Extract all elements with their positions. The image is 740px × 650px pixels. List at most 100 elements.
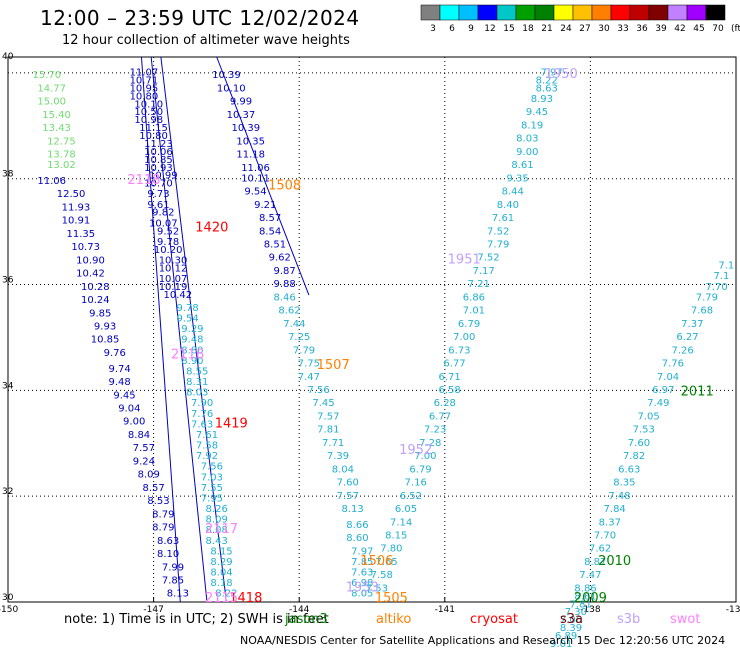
- wave-height-label: 6.27: [676, 332, 698, 343]
- legend-tick-label: 3: [430, 24, 436, 34]
- wave-height-label: 8.03: [186, 388, 208, 399]
- legend-swatch: [648, 4, 669, 21]
- wave-height-label: 8.19: [521, 120, 543, 131]
- wave-height-label: 7.84: [604, 504, 626, 515]
- wave-height-label: 7.79: [487, 239, 509, 250]
- wave-height-label: 7.49: [647, 398, 669, 409]
- wave-height-label: 9.73: [147, 189, 169, 200]
- wave-height-label: 11.07: [130, 68, 159, 79]
- wave-height-label: 7.63: [191, 419, 213, 430]
- pass-number: 1419: [215, 416, 248, 431]
- wave-height-label: 7.53: [633, 425, 655, 436]
- wave-height-label: 8.40: [497, 200, 519, 211]
- wave-height-label: 11.93: [62, 202, 91, 213]
- wave-height-label: 7.85: [162, 575, 184, 586]
- wave-height-label: 8.54: [259, 226, 281, 237]
- legend-swatch: [610, 4, 631, 21]
- wave-height-label: 9.82: [152, 208, 174, 219]
- wave-height-label: 14.77: [37, 83, 66, 94]
- pass-number: 1952: [399, 443, 432, 458]
- pass-number: 1506: [360, 554, 393, 569]
- wave-height-label: 7.45: [312, 398, 334, 409]
- wave-height-label: 10.93: [144, 163, 173, 174]
- wave-height-label: 7.52: [477, 253, 499, 264]
- wave-height-label: 11.06: [241, 163, 270, 174]
- wave-height-label: 6.58: [439, 385, 461, 396]
- wave-height-label: 10.70: [144, 179, 173, 190]
- wave-height-label: 8.22: [215, 589, 237, 600]
- wave-height-label: 9.00: [123, 417, 145, 428]
- wave-height-label: 13.02: [47, 160, 76, 171]
- legend-swatch: [591, 4, 612, 21]
- wave-height-label: 10.10: [217, 83, 246, 94]
- wave-height-label: 7.70: [705, 282, 727, 293]
- wave-height-label: 8.04: [332, 464, 354, 475]
- wave-height-label: 7.03: [201, 472, 223, 483]
- wave-height-label: 7.00: [453, 332, 475, 343]
- track-line: [150, 56, 208, 603]
- wave-height-label: 7.25: [288, 332, 310, 343]
- wave-height-label: 7.97: [540, 68, 562, 79]
- wave-height-label: 8.44: [502, 187, 524, 198]
- wave-height-label: 7.57: [337, 491, 359, 502]
- legend-swatch: [477, 4, 498, 21]
- satellite-jason3: jason3: [285, 612, 328, 627]
- wave-height-label: 7.56: [201, 462, 223, 473]
- wave-height-label: 8.80: [181, 345, 203, 356]
- pass-number: 2118: [127, 173, 160, 188]
- legend-tick-label: 12: [484, 24, 495, 34]
- wave-height-label: 12.50: [57, 189, 86, 200]
- wave-height-label: 9.29: [181, 324, 203, 335]
- wave-height-label: 10.11: [241, 173, 270, 184]
- pass-number: 1505: [375, 591, 408, 606]
- wave-height-label: 10.24: [81, 295, 110, 306]
- wave-height-label: 9.88: [274, 279, 296, 290]
- wave-height-label: 10.20: [154, 245, 183, 256]
- wave-height-label: 8.57: [259, 213, 281, 224]
- wave-height-label: 10.39: [231, 123, 260, 134]
- wave-height-label: 8.84: [128, 430, 150, 441]
- satellite-s3b: s3b: [617, 612, 641, 627]
- wave-height-label: 10.95: [130, 83, 159, 94]
- wave-height-label: 7.52: [487, 226, 509, 237]
- wave-height-label: 9.76: [104, 348, 126, 359]
- wave-height-label: 9.78: [176, 303, 198, 314]
- wave-height-label: 7.63: [351, 568, 373, 579]
- wave-height-label: 15.70: [33, 70, 62, 81]
- wave-height-label: 7.75: [298, 359, 320, 370]
- pass-number: 2115: [205, 591, 238, 606]
- wave-height-label: 10.39: [212, 70, 241, 81]
- wave-height-label: 9.21: [254, 200, 276, 211]
- wave-height-label: 6.77: [429, 411, 451, 422]
- legend-swatch: [667, 4, 688, 21]
- wave-height-label: 10.80: [139, 131, 168, 142]
- wave-height-label: 8.46: [274, 292, 296, 303]
- legend-swatch: [496, 4, 517, 21]
- legend-tick-label: 21: [541, 24, 552, 34]
- wave-height-label: 8.60: [346, 533, 368, 544]
- wave-height-label: 10.35: [236, 136, 265, 147]
- wave-height-label: 7.53: [366, 583, 388, 594]
- wave-height-label: 8.90: [181, 356, 203, 367]
- wave-height-label: 8.03: [516, 134, 538, 145]
- wave-height-label: 10.06: [144, 147, 173, 158]
- legend-tick-label: 27: [579, 24, 590, 34]
- wave-height-label: 9.24: [133, 456, 155, 467]
- wave-height-label: 6.71: [439, 372, 461, 383]
- pass-number: 2009: [574, 591, 607, 606]
- wave-height-label: 8.57: [142, 483, 164, 494]
- wave-height-label: 7.00: [414, 451, 436, 462]
- wave-height-label: 8.93: [531, 94, 553, 105]
- wave-height-label: 7.30: [565, 607, 587, 618]
- wave-height-label: 7.61: [492, 213, 514, 224]
- wave-height-label: 8.10: [157, 549, 179, 560]
- legend-tick-label: 30: [598, 24, 610, 34]
- wave-height-label: 7.76: [662, 359, 684, 370]
- wave-height-label: 7.60: [337, 478, 359, 489]
- page-title: 12:00 – 23:59 UTC 12/02/2024: [40, 6, 360, 30]
- wave-height-label: 9.85: [89, 308, 111, 319]
- track-line: [216, 56, 310, 296]
- wave-height-label: 10.50: [134, 107, 163, 118]
- wave-height-label: 7.80: [380, 544, 402, 555]
- wave-height-label: 11.15: [139, 123, 168, 134]
